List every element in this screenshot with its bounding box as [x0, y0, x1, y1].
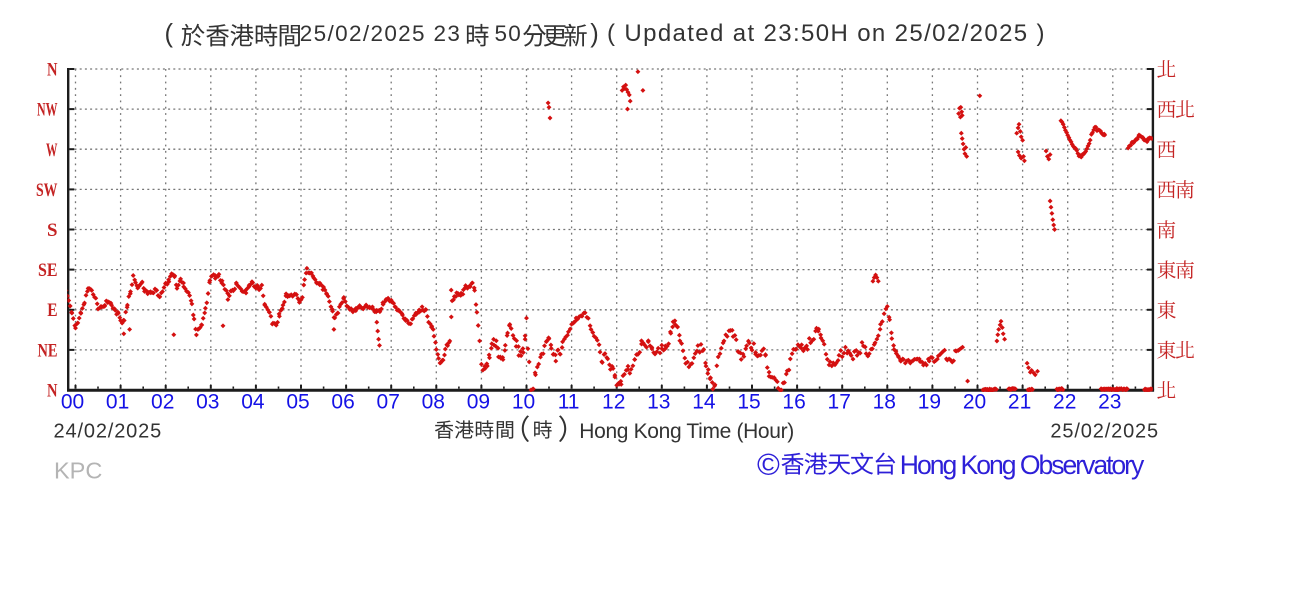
- svg-text:E: E: [47, 300, 57, 321]
- svg-text:22: 22: [1053, 391, 1076, 414]
- svg-text:01: 01: [106, 391, 129, 414]
- svg-text:20: 20: [963, 391, 986, 414]
- svg-text:03: 03: [196, 391, 219, 414]
- svg-text:KPC: KPC: [54, 458, 102, 484]
- svg-text:21: 21: [1008, 391, 1031, 414]
- svg-text:18: 18: [873, 391, 896, 414]
- svg-text:23: 23: [1098, 391, 1121, 414]
- svg-text:©: ©: [757, 447, 780, 482]
- svg-text:W: W: [46, 140, 58, 161]
- svg-text:07: 07: [377, 391, 400, 414]
- svg-text:05: 05: [286, 391, 309, 414]
- svg-text:24/02/2025: 24/02/2025: [54, 420, 163, 442]
- svg-text:15: 15: [737, 391, 760, 414]
- svg-text:09: 09: [467, 391, 490, 414]
- svg-text:SE: SE: [38, 260, 58, 281]
- svg-text:14: 14: [692, 391, 716, 414]
- svg-text:04: 04: [241, 391, 265, 414]
- svg-text:25/02/2025: 25/02/2025: [1050, 420, 1159, 442]
- svg-text:02: 02: [151, 391, 174, 414]
- svg-text:Hong Kong Observatory: Hong Kong Observatory: [900, 450, 1145, 480]
- svg-text:16: 16: [782, 391, 805, 414]
- svg-text:( Updated at 23:50H on 25/02/2: ( Updated at 23:50H on 25/02/2025 ): [607, 20, 1046, 47]
- svg-text:08: 08: [422, 391, 445, 414]
- svg-text:06: 06: [331, 391, 354, 414]
- svg-text:10: 10: [512, 391, 535, 414]
- svg-text:Hong Kong Time (Hour): Hong Kong Time (Hour): [579, 420, 794, 443]
- svg-text:NE: NE: [38, 340, 58, 361]
- svg-text:SW: SW: [36, 180, 58, 201]
- svg-text:25/02/2025 23: 25/02/2025 23: [300, 21, 461, 46]
- svg-text:N: N: [47, 381, 58, 402]
- svg-text:17: 17: [828, 391, 851, 414]
- svg-text:19: 19: [918, 391, 941, 414]
- svg-text:): ): [590, 20, 599, 48]
- svg-text:13: 13: [647, 391, 670, 414]
- svg-text:50: 50: [495, 21, 522, 46]
- svg-text:11: 11: [558, 391, 580, 414]
- svg-text:N: N: [47, 60, 58, 81]
- svg-text:00: 00: [61, 391, 84, 414]
- svg-text:NW: NW: [37, 100, 58, 121]
- svg-text:(: (: [165, 20, 174, 48]
- svg-text:S: S: [47, 220, 58, 241]
- svg-text:12: 12: [602, 391, 625, 414]
